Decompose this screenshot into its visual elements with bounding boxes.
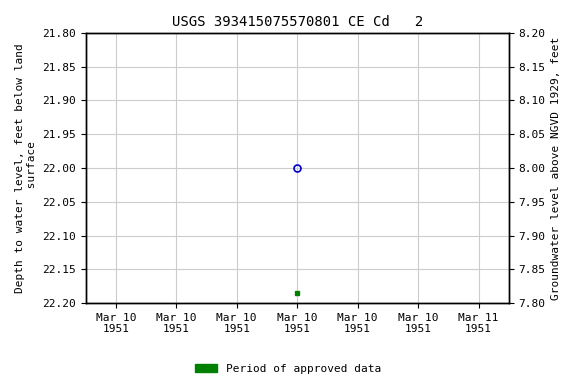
Y-axis label: Depth to water level, feet below land
 surface: Depth to water level, feet below land su… bbox=[15, 43, 37, 293]
Legend: Period of approved data: Period of approved data bbox=[191, 359, 385, 379]
Y-axis label: Groundwater level above NGVD 1929, feet: Groundwater level above NGVD 1929, feet bbox=[551, 36, 561, 300]
Title: USGS 393415075570801 CE Cd   2: USGS 393415075570801 CE Cd 2 bbox=[172, 15, 423, 29]
